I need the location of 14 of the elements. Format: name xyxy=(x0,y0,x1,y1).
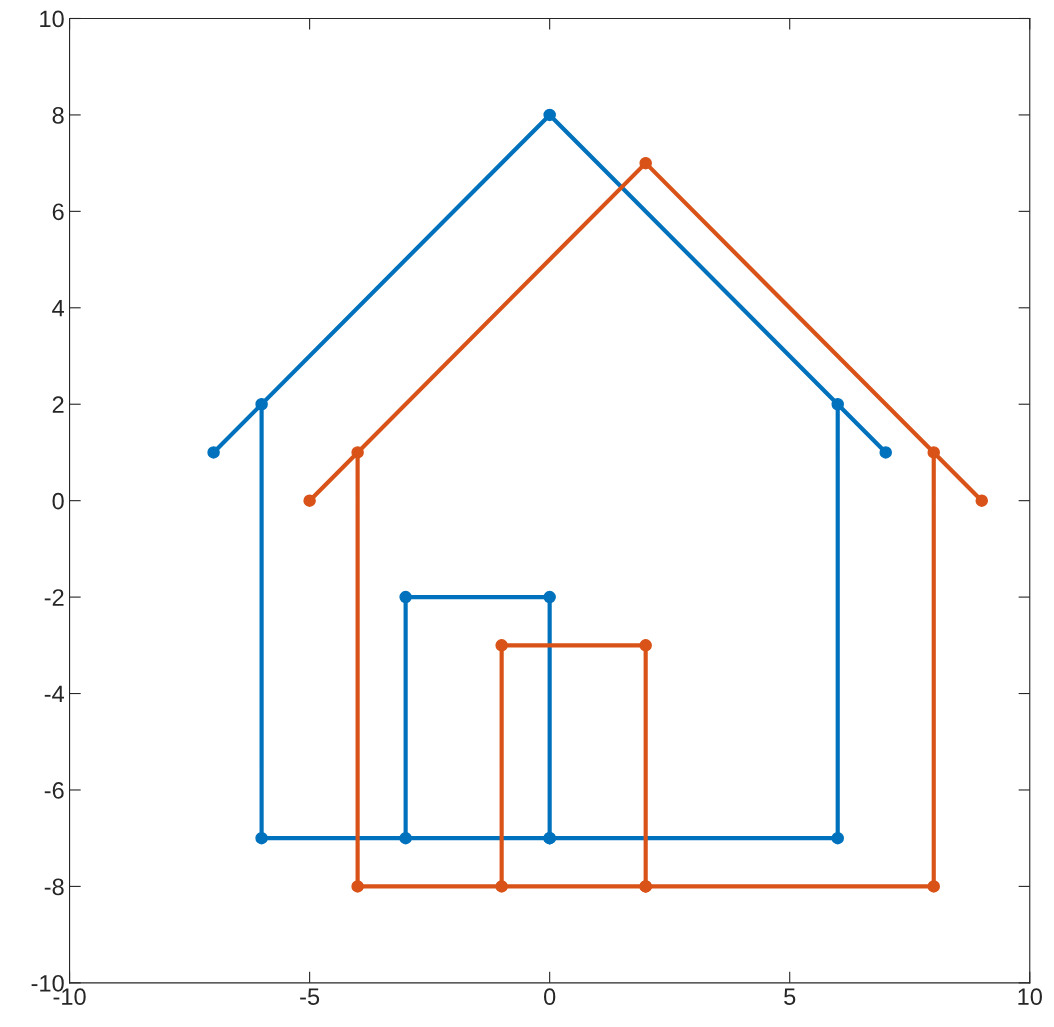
y-tick-label: 6 xyxy=(52,203,64,221)
y-tick-label: 0 xyxy=(52,492,64,510)
y-tick-label: 10 xyxy=(40,10,64,28)
y-tick-label: -4 xyxy=(44,685,65,703)
x-tick-label: -5 xyxy=(300,988,320,1006)
x-tick-label: 10 xyxy=(1018,988,1042,1006)
y-tick-label: 2 xyxy=(52,396,64,413)
x-tick-label: 0 xyxy=(544,988,556,1006)
y-tick-label: -6 xyxy=(44,782,64,799)
x-tick-label: 5 xyxy=(784,988,796,1006)
y-tick-label: -8 xyxy=(44,878,64,896)
y-tick-label: -2 xyxy=(44,589,64,606)
y-tick-label: 4 xyxy=(52,300,65,317)
y-tick-label: 8 xyxy=(52,106,64,124)
